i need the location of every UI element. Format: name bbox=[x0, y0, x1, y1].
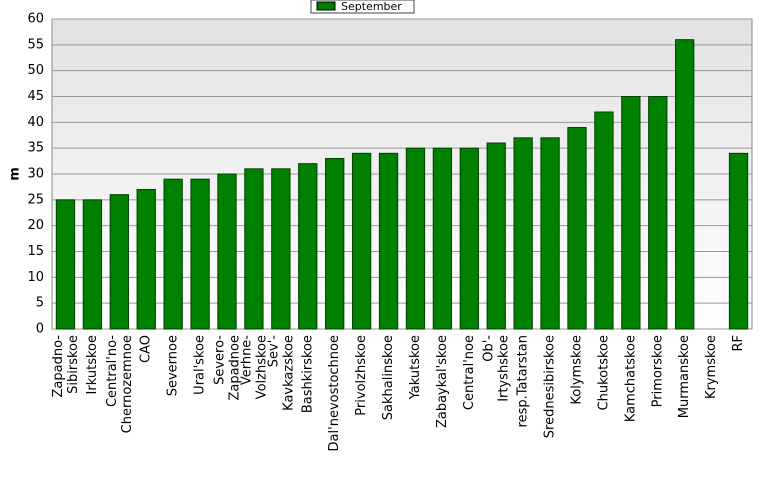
y-tick-label: 50 bbox=[27, 63, 44, 78]
bar bbox=[325, 158, 345, 330]
x-tick-label: Sakhalinskoe bbox=[381, 335, 396, 420]
legend-label[interactable]: September bbox=[341, 0, 402, 13]
y-axis-label: m bbox=[8, 167, 23, 181]
x-tick-label: Krymskoe bbox=[704, 335, 719, 399]
bar bbox=[190, 178, 210, 330]
x-tick-label: Central'noe bbox=[462, 335, 477, 410]
bar bbox=[109, 194, 129, 330]
legend bbox=[310, 0, 415, 14]
y-tick-label: 35 bbox=[27, 141, 44, 156]
bar bbox=[513, 137, 533, 330]
bar bbox=[378, 152, 399, 330]
x-tick-label: Kamchatskoe bbox=[623, 335, 638, 422]
y-tick-label: 10 bbox=[27, 270, 44, 285]
bar bbox=[432, 147, 453, 330]
x-tick-label: Srednesibirskoe bbox=[543, 335, 558, 438]
bar bbox=[271, 168, 291, 330]
x-tick-label: Ob'-Irtyshskoe bbox=[481, 335, 511, 402]
y-tick-label: 45 bbox=[27, 89, 44, 104]
x-tick-label: Chukotskoe bbox=[596, 335, 611, 410]
x-tick-label: Severo-Zapadnoe bbox=[212, 335, 242, 401]
x-tick-label: Privolzhskoe bbox=[354, 335, 369, 416]
x-tick-label: Central'no-Chernozemnoe bbox=[104, 335, 134, 434]
bar bbox=[648, 96, 668, 330]
bar bbox=[540, 137, 560, 330]
x-tick-label: resp.Tatarstan bbox=[516, 335, 531, 427]
bar bbox=[82, 199, 103, 330]
x-tick-label: Ural'skoe bbox=[193, 335, 208, 395]
x-tick-label: CAO bbox=[139, 335, 154, 363]
bar bbox=[136, 189, 156, 330]
bar bbox=[405, 147, 426, 330]
x-tick-label: Zapadno-Sibirskoe bbox=[50, 335, 80, 398]
y-tick-label: 60 bbox=[27, 12, 44, 27]
y-tick-label: 15 bbox=[27, 244, 44, 259]
x-tick-label: RF bbox=[731, 335, 746, 352]
legend-swatch bbox=[316, 1, 336, 11]
bar bbox=[594, 111, 614, 330]
y-tick-label: 30 bbox=[27, 167, 44, 182]
x-tick-label: Bashkirskoe bbox=[300, 335, 315, 413]
x-tick-label: Verhne-Volzhskoe bbox=[239, 335, 269, 400]
bar bbox=[298, 163, 318, 330]
x-tick-label: Irkutskoe bbox=[85, 335, 100, 394]
x-tick-label: Severnoe bbox=[166, 335, 181, 396]
bar bbox=[486, 142, 506, 330]
x-tick-label: Dal'nevostochnoe bbox=[327, 335, 342, 451]
x-tick-label: Kolymskoe bbox=[570, 335, 585, 405]
bar bbox=[244, 168, 264, 330]
bar bbox=[459, 147, 479, 330]
y-tick-label: 20 bbox=[27, 218, 44, 233]
bar bbox=[55, 199, 76, 330]
y-tick-label: 5 bbox=[36, 296, 44, 311]
y-tick-label: 40 bbox=[27, 115, 44, 130]
bar bbox=[621, 96, 641, 330]
y-tick-label: 0 bbox=[36, 322, 44, 337]
x-tick-label: Zabaykal'skoe bbox=[435, 335, 450, 428]
bar bbox=[567, 127, 587, 330]
bar bbox=[217, 173, 237, 330]
x-tick-label: Murmanskoe bbox=[677, 335, 692, 418]
x-tick-label: Yakutskoe bbox=[408, 335, 423, 400]
bar bbox=[675, 39, 695, 330]
x-tick-label: Sev'-Kavkazskoe bbox=[266, 335, 296, 411]
x-tick-label: Primorskoe bbox=[650, 335, 665, 407]
bar bbox=[728, 152, 749, 330]
y-tick-label: 55 bbox=[27, 37, 44, 52]
y-tick-label: 25 bbox=[27, 192, 44, 207]
bar bbox=[351, 152, 372, 330]
bar bbox=[163, 178, 183, 330]
